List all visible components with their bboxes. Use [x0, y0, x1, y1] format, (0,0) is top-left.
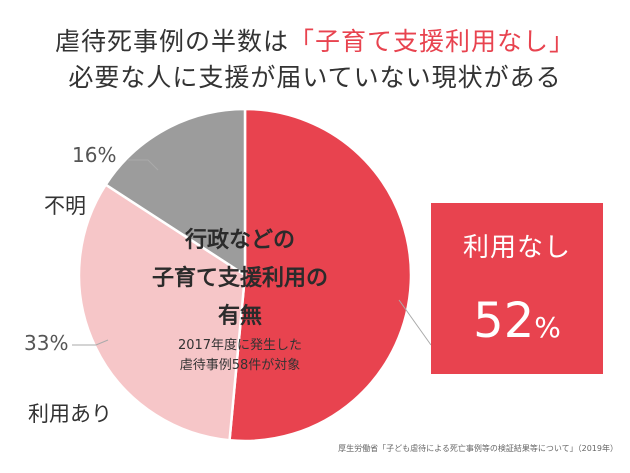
center-title-line-2: 子育て支援利用の [151, 266, 328, 291]
leader-line-unknown [128, 159, 159, 171]
headline-line-1: 虐待死事例の半数は「子育て支援利用なし」 [0, 22, 630, 58]
callout-unit: % [534, 311, 561, 344]
callout-value: 52% [431, 293, 603, 349]
center-subtitle-line-2: 虐待事例58件が対象 [179, 358, 301, 373]
pct-label-unknown: 16% [72, 143, 117, 167]
headline-line-2: 必要な人に支援が届いていない現状がある [68, 63, 562, 92]
slice-label-used: 利用あり [28, 402, 112, 426]
pct-label-used: 33% [24, 331, 69, 355]
callout-box: 利用なし 52% [431, 203, 603, 374]
source-note: 厚生労働省「子ども虐待による死亡事例等の検証結果等について」（2019年） [338, 444, 618, 453]
center-title-line-3: 有無 [217, 304, 262, 329]
pie-slice-not-used [228, 107, 413, 443]
center-subtitle-line-1: 2017年度に発生した [177, 338, 303, 353]
headline-prefix: 虐待死事例の半数は [54, 27, 289, 56]
leader-line-used [72, 339, 109, 346]
leader-line-not-used [398, 299, 432, 346]
center-title-line-1: 行政などの [184, 228, 295, 253]
callout-title: 利用なし [462, 233, 571, 263]
pie-slice-unknown [104, 107, 247, 278]
slice-label-unknown: 不明 [44, 194, 86, 218]
headline-accent: 「子育て支援利用なし」 [289, 27, 576, 56]
callout-number: 52 [473, 293, 535, 349]
